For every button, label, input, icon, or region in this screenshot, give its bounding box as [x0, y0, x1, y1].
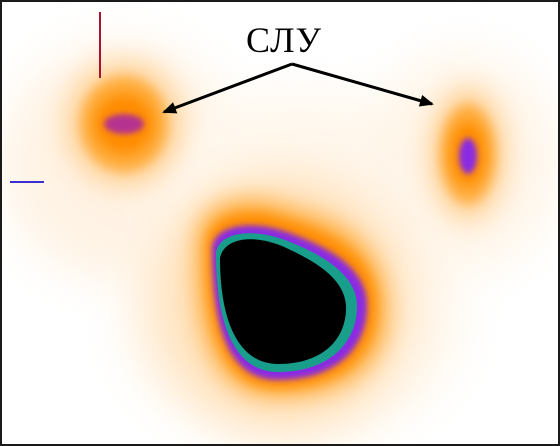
left-uptake-spot [62, 58, 186, 190]
right-uptake-spot [426, 84, 510, 224]
annotation-label: СЛУ [246, 20, 323, 60]
arrow-right-icon [291, 62, 434, 107]
arrow-left-icon [162, 62, 293, 114]
central-injection-site [152, 172, 412, 432]
